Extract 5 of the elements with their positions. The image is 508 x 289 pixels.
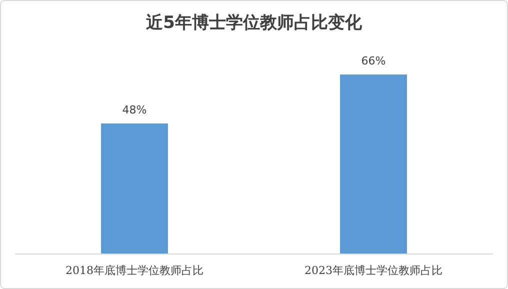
x-tick-label: 2023年底博士学位教师占比: [304, 264, 442, 277]
x-tick-label: 2018年底博士学位教师占比: [66, 264, 204, 277]
chart-title: 近5年博士学位教师占比变化: [145, 13, 363, 33]
data-label: 48%: [122, 103, 147, 116]
data-label: 66%: [361, 54, 386, 68]
